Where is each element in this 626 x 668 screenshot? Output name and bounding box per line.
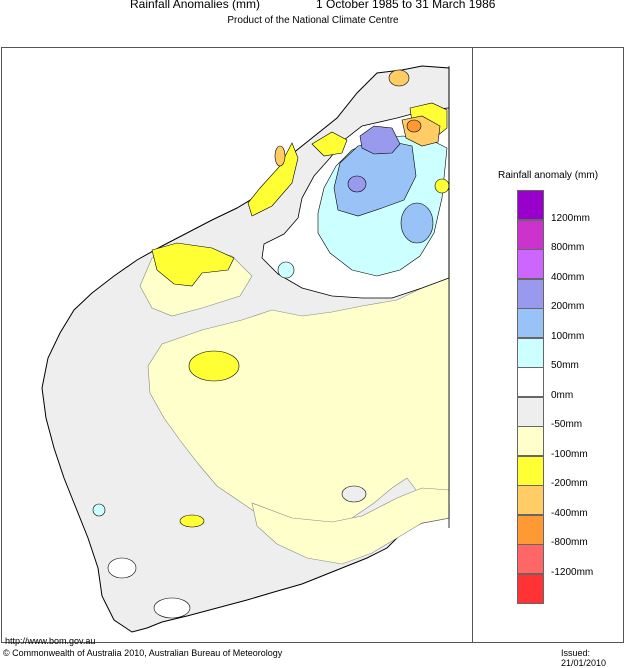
legend-title: Rainfall anomaly (mm): [498, 170, 599, 181]
yellow-patch-pilbara: [151, 242, 235, 287]
legend-swatch: [517, 278, 544, 309]
purple-patch-small: [347, 175, 367, 193]
cyan-patch-west: [277, 261, 295, 279]
copyright-notice: © Commonwealth of Australia 2010, Austra…: [3, 648, 283, 658]
legend-threshold-label: 200mm: [551, 301, 585, 312]
central-pale-yellow-region: [147, 267, 450, 529]
legend-swatch: [517, 249, 544, 279]
map-title: Rainfall Anomalies (mm): [130, 0, 261, 11]
legend-swatch: [517, 337, 544, 368]
rainfall-anomaly-map: [41, 65, 450, 633]
north-purple-region: [359, 125, 401, 155]
map-frame: [1, 47, 624, 643]
legend-threshold-label: -50mm: [551, 419, 583, 430]
legend-swatch: [517, 367, 544, 397]
map-subtitle: Product of the National Climate Centre: [227, 15, 399, 26]
legend-swatch: [517, 544, 544, 574]
legend-swatch: [517, 514, 544, 545]
orange-patch-north-tip: [388, 69, 410, 87]
lightblue-patch-east: [400, 202, 434, 244]
yellow-patch-southwest: [179, 514, 205, 528]
source-url[interactable]: http://www.bom.gov.au: [5, 636, 96, 646]
legend-threshold-label: 800mm: [551, 242, 585, 253]
yellow-patch-central: [188, 350, 240, 382]
legend-swatch: [517, 190, 544, 220]
white-patch-south-coast: [153, 597, 191, 619]
legend-threshold-label: 0mm: [551, 389, 574, 401]
legend-swatch: [517, 455, 544, 486]
yellow-patch-east: [434, 178, 450, 194]
legend-divider: [472, 47, 473, 643]
cyan-patch-southwest: [92, 503, 106, 517]
legend-swatch: [517, 396, 544, 427]
legend-swatch: [517, 308, 544, 338]
white-patch-southwest: [107, 557, 137, 579]
legend-threshold-label: -800mm: [551, 537, 588, 548]
issue-date: Issued: 21/01/2010: [561, 648, 607, 668]
map-period: 1 October 1985 to 31 March 1986: [316, 0, 496, 11]
orange-patch-coast: [274, 145, 286, 167]
yellow-patch-kimberley-coast: [311, 131, 348, 157]
legend-threshold-label: -400mm: [551, 507, 588, 519]
legend-threshold-label: 1200mm: [551, 212, 590, 224]
legend-threshold-label: 50mm: [551, 360, 579, 371]
legend-threshold-label: -200mm: [551, 478, 588, 489]
legend-threshold-label: 100mm: [551, 330, 585, 342]
legend-swatch: [517, 426, 544, 456]
legend-swatch: [517, 219, 544, 250]
grey-patch-south: [341, 485, 367, 503]
legend-threshold-label: -1200mm: [551, 566, 594, 578]
legend-threshold-label: 400mm: [551, 271, 585, 283]
legend-threshold-label: -100mm: [551, 448, 588, 460]
legend-swatch: [517, 485, 544, 515]
south-pale-yellow-region: [251, 487, 450, 565]
legend-swatch: [517, 573, 544, 604]
darkorange-patch: [406, 119, 422, 133]
